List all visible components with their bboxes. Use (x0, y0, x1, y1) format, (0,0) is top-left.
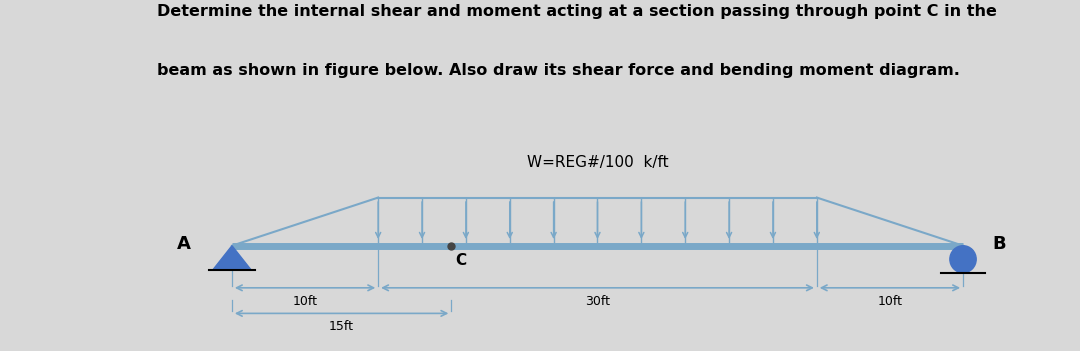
Circle shape (950, 246, 976, 273)
Text: A: A (177, 235, 191, 253)
Polygon shape (213, 246, 251, 270)
Text: 10ft: 10ft (293, 294, 318, 307)
Text: B: B (993, 235, 1005, 253)
Text: 10ft: 10ft (877, 294, 903, 307)
Text: 30ft: 30ft (585, 294, 610, 307)
Text: W=REG#/100  k/ft: W=REG#/100 k/ft (527, 155, 669, 171)
Text: Determine the internal shear and moment acting at a section passing through poin: Determine the internal shear and moment … (157, 4, 997, 19)
Text: beam as shown in figure below. Also draw its shear force and bending moment diag: beam as shown in figure below. Also draw… (157, 63, 959, 78)
Text: C: C (456, 253, 467, 268)
Text: 15ft: 15ft (329, 320, 354, 333)
